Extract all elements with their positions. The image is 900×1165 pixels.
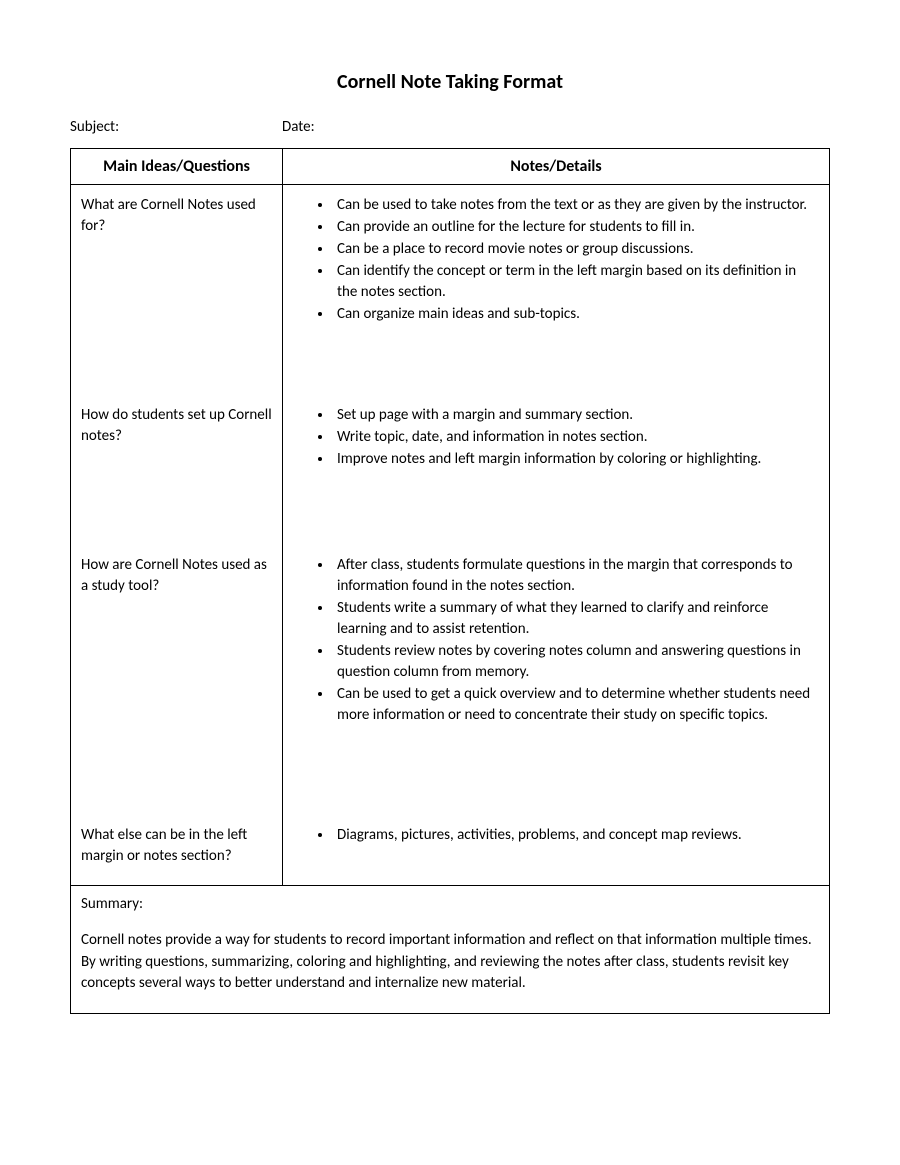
meta-row: Subject: Date:: [70, 118, 830, 136]
question-text: How are Cornell Notes used as a study to…: [81, 555, 272, 597]
note-item: Can be used to get a quick overview and …: [333, 684, 811, 726]
page-title: Cornell Note Taking Format: [70, 70, 830, 94]
notes-column: Can be used to take notes from the text …: [283, 185, 830, 886]
note-item: Diagrams, pictures, activities, problems…: [333, 825, 811, 846]
question-cell: What else can be in the left margin or n…: [71, 815, 282, 885]
note-item: Write topic, date, and information in no…: [333, 427, 811, 448]
question-text: What else can be in the left margin or n…: [81, 825, 272, 867]
note-item: Students review notes by covering notes …: [333, 641, 811, 683]
question-cell: How are Cornell Notes used as a study to…: [71, 545, 282, 815]
subject-label: Subject:: [70, 118, 282, 136]
question-cell: How do students set up Cornell notes?: [71, 395, 282, 545]
header-notes: Notes/Details: [283, 149, 830, 185]
summary-cell: Summary: Cornell notes provide a way for…: [71, 886, 830, 1014]
note-item: Can be a place to record movie notes or …: [333, 239, 811, 260]
notes-cell: Can be used to take notes from the text …: [283, 185, 829, 395]
note-item: Can identify the concept or term in the …: [333, 261, 811, 303]
date-label: Date:: [282, 118, 315, 136]
note-item: Students write a summary of what they le…: [333, 598, 811, 640]
notes-cell: Set up page with a margin and summary se…: [283, 395, 829, 545]
questions-column: What are Cornell Notes used for? How do …: [71, 185, 283, 886]
summary-label: Summary:: [81, 894, 819, 916]
question-text: What are Cornell Notes used for?: [81, 195, 272, 237]
note-item: Can be used to take notes from the text …: [333, 195, 811, 216]
note-item: Can organize main ideas and sub-topics.: [333, 304, 811, 325]
header-questions: Main Ideas/Questions: [71, 149, 283, 185]
note-item: After class, students formulate question…: [333, 555, 811, 597]
note-item: Can provide an outline for the lecture f…: [333, 217, 811, 238]
cornell-table: Main Ideas/Questions Notes/Details What …: [70, 148, 830, 1014]
question-text: How do students set up Cornell notes?: [81, 405, 272, 447]
notes-cell: Diagrams, pictures, activities, problems…: [283, 815, 829, 885]
notes-cell: After class, students formulate question…: [283, 545, 829, 815]
note-item: Set up page with a margin and summary se…: [333, 405, 811, 426]
question-cell: What are Cornell Notes used for?: [71, 185, 282, 395]
note-item: Improve notes and left margin informatio…: [333, 449, 811, 470]
summary-text: Cornell notes provide a way for students…: [81, 930, 819, 995]
